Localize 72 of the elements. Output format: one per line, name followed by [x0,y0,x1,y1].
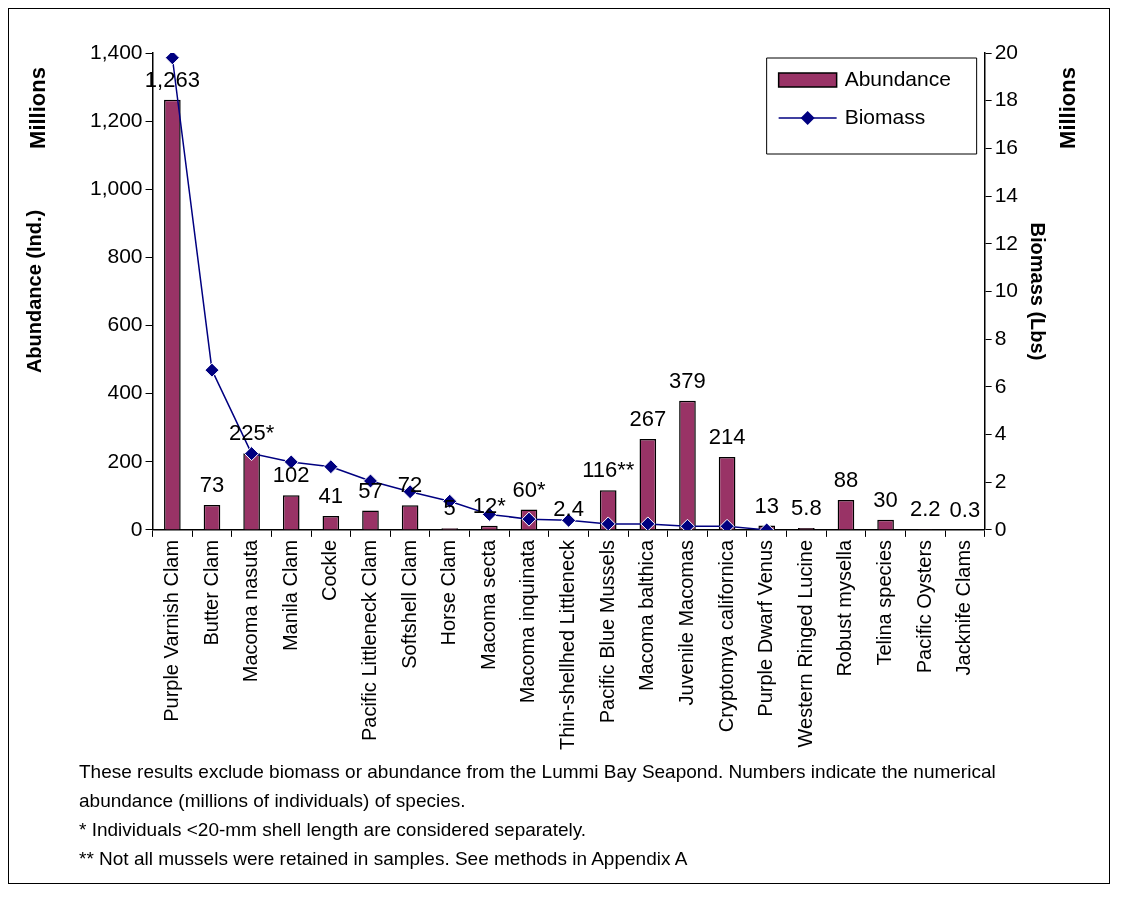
x-tick-label: Juvenile Macomas [674,539,697,706]
x-tick-label: Purple Varnish Clam [159,539,182,722]
data-label: 102 [272,462,310,488]
legend-label: Abundance [844,66,951,90]
data-label: 41 [318,482,344,508]
y2-tick-label: 2 [994,468,1007,492]
x-tick-label: Telina species [873,539,896,666]
data-label: 60* [512,476,546,502]
data-label: 73 [199,472,225,498]
data-label: 379 [669,367,706,393]
x-tick-label: Horse Clam [437,539,460,646]
data-label: 5.8 [791,494,822,520]
x-tick-label: Cryptomya californica [714,539,737,733]
text: These results exclude biomass or abundance from the Lummi Bay Seapond. Numbers indicate the numerical abundance (millions of individuals) of species. [79,760,997,813]
x-tick-label: Robust mysella [833,539,856,677]
data-label: 116** [582,457,635,483]
y-tick-label: 1,200 [89,107,143,131]
x-tick-label: Macoma secta [476,539,499,670]
x-tick-label: Jacknife Clams [952,539,975,676]
x-tick-label: Macoma balthica [635,539,658,692]
y2-tick-label: 18 [994,87,1018,111]
y-tick-label: 200 [107,448,143,472]
y2-tick-label: 6 [994,373,1007,397]
x-tick-label: Thin-shellhed Littleneck [556,538,579,751]
y2-tick-label: 12 [994,230,1018,254]
y2-tick-label: 10 [994,278,1018,302]
text: Millions [1055,67,1081,149]
legend-label: Biomass [844,104,926,128]
text: Millions [25,67,51,149]
point [640,516,656,530]
data-label: 57 [358,477,383,503]
x-tick-label: Manila Clam [278,539,301,652]
x-tick-label: Pacific Oysters [912,539,935,674]
point [244,446,260,462]
y-tick-label: 400 [107,380,143,404]
y-tick-label: 0 [130,516,143,540]
x-tick-label: Cockle [318,539,341,602]
y-tick-label: 600 [107,312,143,336]
x-tick-label: Pacific Littleneck Clam [358,539,380,742]
x-tick-label: Pacific Blue Mussels [595,539,618,724]
y-tick-label: 1,400 [89,39,143,63]
data-label: 13 [754,492,779,518]
data-label: 88 [833,466,859,492]
y-tick-label: 800 [107,244,143,268]
y2-axis-title: Biomass (Lbs) [1027,222,1050,361]
y2-tick-label: 14 [994,182,1019,206]
data-label: 267 [629,406,667,431]
text: ** Not all mussels were retained in samples. See methods in Appendix A [79,847,689,871]
x-tick-label: Softshell Clam [397,539,420,669]
y2-tick-label: 16 [994,135,1018,159]
data-label: 2.2 [909,496,941,522]
x-tick-label: Western Ringed Lucine [793,539,816,748]
x-tick-label: Macoma nasuta [239,539,262,683]
data-label: 214 [708,424,746,450]
point [323,459,339,475]
x-tick-label: Macoma inquinata [516,539,539,704]
data-label: 30 [873,486,898,512]
text: * Individuals <20-mm shell length are considered separately. [79,818,588,842]
y-tick-label: 1,000 [89,176,143,200]
data-label: 2.4 [553,496,584,522]
y2-tick-label: 8 [994,325,1007,349]
y2-tick-label: 20 [994,39,1018,63]
y-axis-title: Abundance (Ind.) [22,209,45,374]
data-label: 12* [472,492,507,518]
point [164,53,180,66]
y2-tick-label: 4 [994,421,1007,445]
y2-tick-label: 0 [994,516,1007,540]
point [204,362,220,378]
x-tick-label: Butter Clam [199,539,222,646]
data-label: 0.3 [949,496,981,522]
point [600,516,616,530]
x-tick-label: Purple Dwarf Venus [754,539,777,717]
